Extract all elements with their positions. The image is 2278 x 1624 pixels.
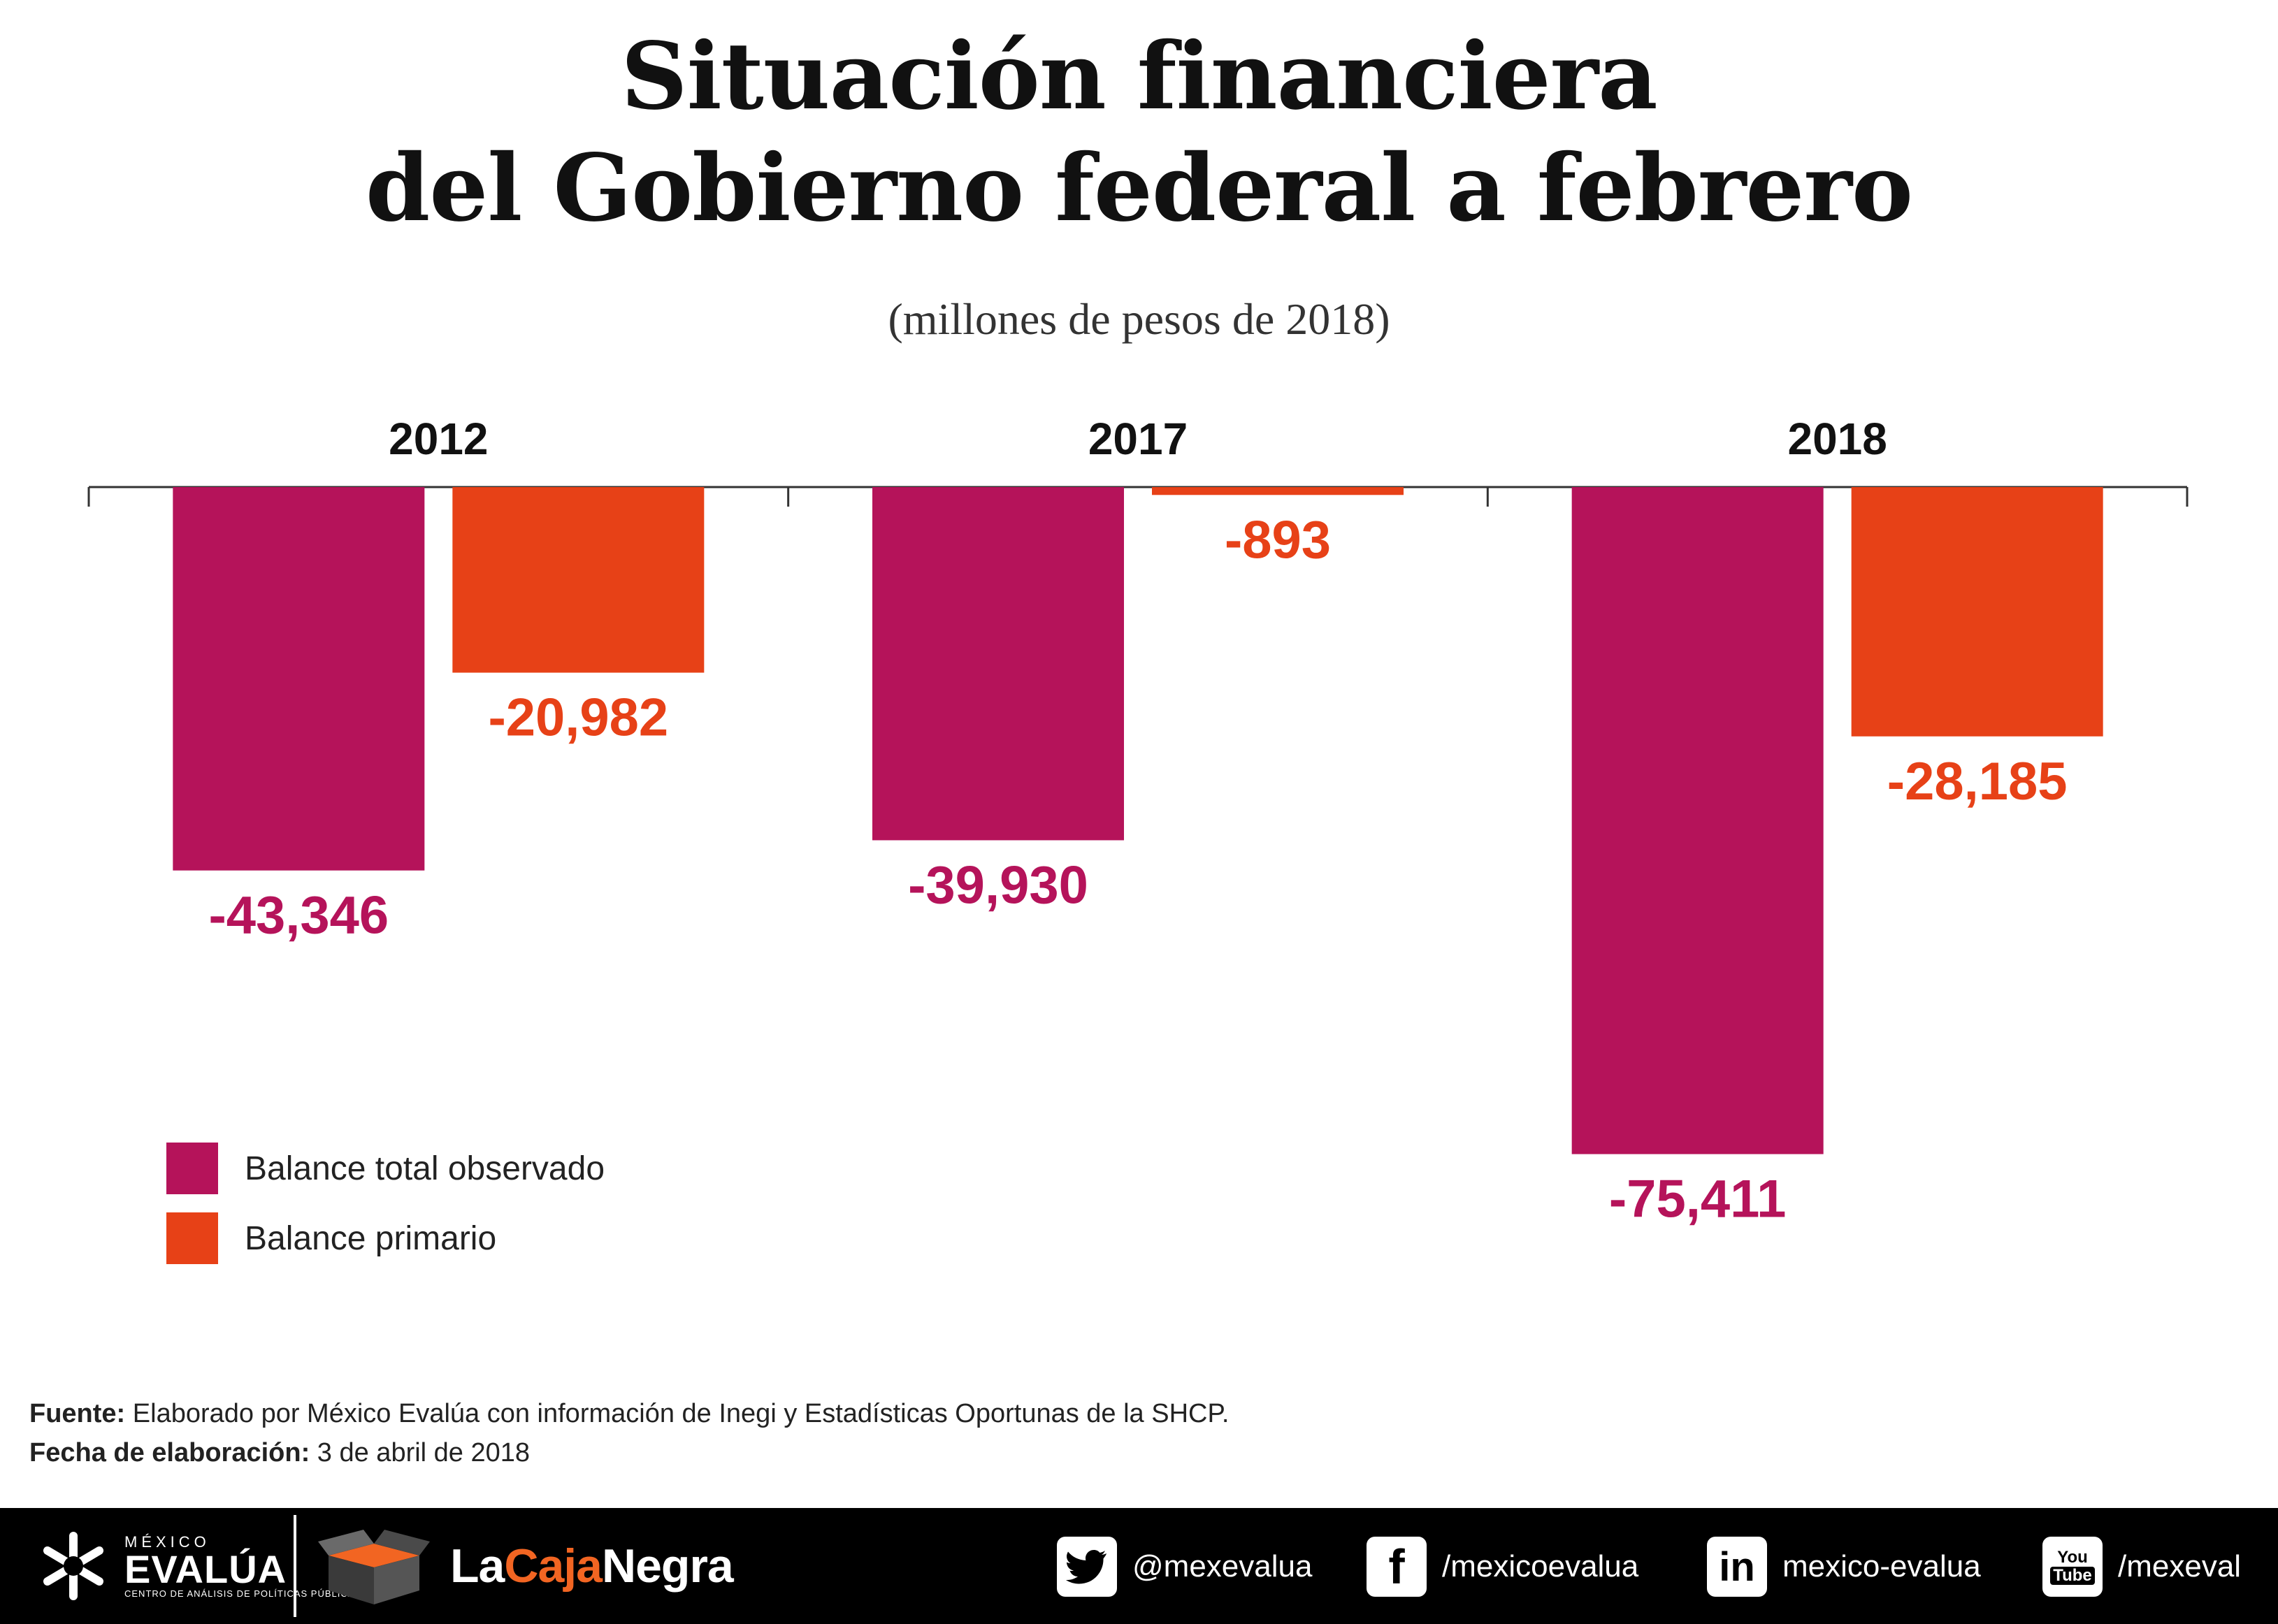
evalua-star-icon — [43, 1532, 103, 1600]
youtube-link[interactable]: You Tube /mexeval — [2042, 1536, 2241, 1597]
data-label: -28,185 — [1887, 752, 2068, 811]
twitter-link[interactable]: @mexevalua — [1057, 1536, 1312, 1597]
data-label: -39,930 — [908, 855, 1088, 915]
bar-balance-primario — [1152, 487, 1404, 495]
evalua-top-text: MÉXICO — [124, 1532, 210, 1551]
data-label: -43,346 — [208, 886, 389, 945]
date-line: Fecha de elaboración: 3 de abril de 2018 — [29, 1433, 1229, 1472]
bar-chart: 2012 -43,346 -20,982 2017 -39,930 -893 2018 -75… — [87, 414, 2189, 1229]
legend: Balance total observado Balance primario — [166, 1143, 605, 1282]
linkedin-icon: in — [1707, 1537, 1767, 1597]
twitter-icon — [1057, 1537, 1117, 1597]
data-label: -20,982 — [488, 688, 668, 748]
lacajanegra-wordmark: LaCajaNegra — [450, 1539, 734, 1593]
date-text: 3 de abril de 2018 — [310, 1438, 531, 1467]
lacajanegra-la: La — [450, 1539, 505, 1593]
data-label: -893 — [1225, 510, 1331, 570]
footer-divider — [294, 1515, 296, 1617]
facebook-handle: /mexicoevalua — [1442, 1549, 1639, 1583]
chart-title-line-1: Situación financiera — [621, 22, 1657, 131]
x-tick-label: 2012 — [389, 414, 488, 464]
facebook-icon: f — [1367, 1537, 1427, 1597]
legend-label-balance-total: Balance total observado — [245, 1150, 605, 1187]
facebook-link[interactable]: f /mexicoevalua — [1367, 1536, 1638, 1597]
lacajanegra-caja: Caja — [504, 1539, 603, 1593]
lacajanegra-logo[interactable]: LaCajaNegra — [315, 1525, 734, 1607]
legend-item-balance-primario: Balance primario — [166, 1212, 605, 1264]
footer-bar: MÉXICO EVALÚA CENTRO DE ANÁLISIS DE POLÍ… — [0, 1508, 2278, 1624]
evalua-sub-text: CENTRO DE ANÁLISIS DE POLÍTICAS PÚBLICAS — [124, 1588, 362, 1599]
legend-item-balance-total: Balance total observado — [166, 1143, 605, 1194]
bar-balance-primario — [452, 487, 705, 673]
evalua-name-text: EVALÚA — [124, 1546, 287, 1591]
x-tick-label: 2018 — [1787, 414, 1887, 464]
data-label: -75,411 — [1609, 1170, 1787, 1229]
youtube-icon: You Tube — [2042, 1537, 2103, 1597]
linkedin-handle: mexico-evalua — [1782, 1549, 1981, 1583]
bar-balance-total — [1571, 487, 1824, 1154]
black-box-icon — [318, 1530, 430, 1604]
bar-balance-primario — [1851, 487, 2103, 737]
chart-title-line-2: del Gobierno federal a febrero — [366, 134, 1913, 242]
source-notes: Fuente: Elaborado por México Evalúa con … — [29, 1394, 1229, 1472]
source-line: Fuente: Elaborado por México Evalúa con … — [29, 1394, 1229, 1433]
youtube-handle: /mexeval — [2118, 1549, 2242, 1583]
linkedin-link[interactable]: in mexico-evalua — [1707, 1536, 1981, 1597]
date-label: Fecha de elaboración: — [29, 1438, 310, 1467]
x-tick-label: 2017 — [1088, 414, 1188, 464]
lacajanegra-negra: Negra — [602, 1539, 734, 1593]
twitter-handle: @mexevalua — [1132, 1549, 1313, 1583]
bar-balance-total — [872, 487, 1124, 841]
legend-swatch-balance-primario — [166, 1212, 218, 1264]
legend-label-balance-primario: Balance primario — [245, 1219, 497, 1257]
chart-subtitle: (millones de pesos de 2018) — [888, 294, 1390, 344]
bar-balance-total — [173, 487, 425, 871]
mexico-evalua-logo[interactable]: MÉXICO EVALÚA CENTRO DE ANÁLISIS DE POLÍ… — [35, 1525, 361, 1607]
chart-title: Situación financiera del Gobierno federa… — [0, 21, 2278, 245]
legend-swatch-balance-total — [166, 1143, 218, 1194]
source-text: Elaborado por México Evalúa con informac… — [125, 1399, 1230, 1428]
source-label: Fuente: — [29, 1399, 126, 1428]
